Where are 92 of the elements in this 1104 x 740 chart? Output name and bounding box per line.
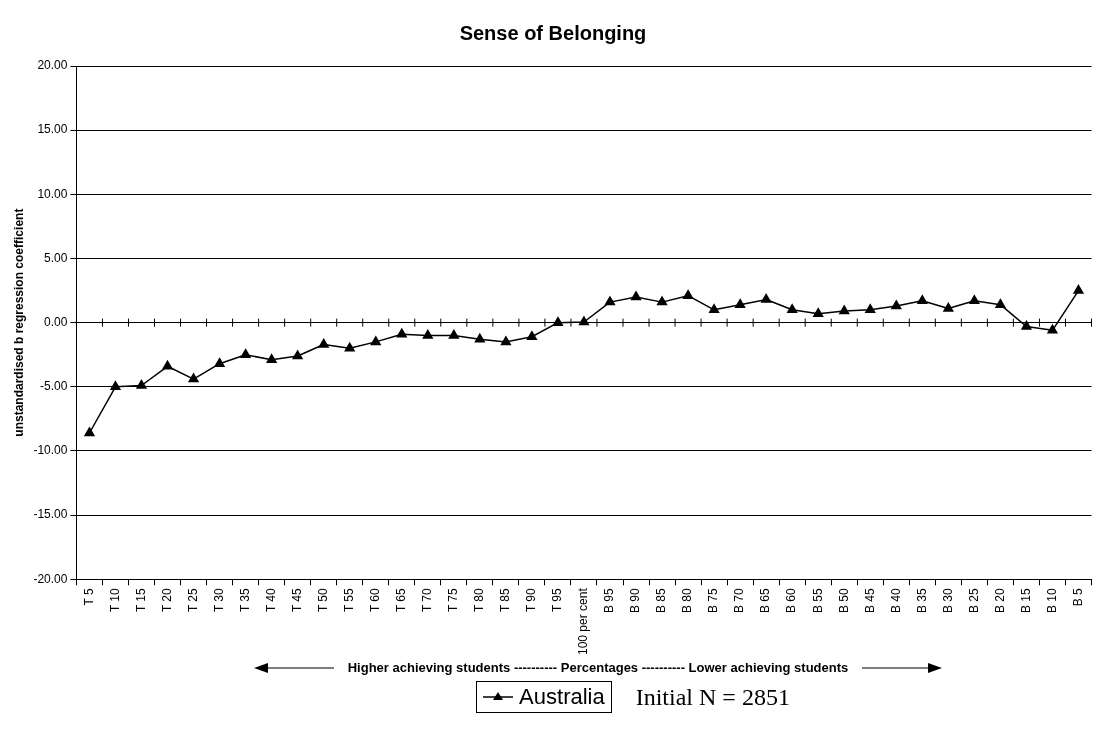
y-tick-label: 10.00: [37, 186, 68, 201]
point: [422, 329, 433, 339]
point: [84, 427, 95, 437]
x-axis-title: Higher achieving students ---------- Percentages ---------- Lower achieving students: [347, 660, 849, 675]
point: [448, 329, 459, 339]
x-tick-label: B 65: [758, 587, 773, 613]
x-tick-label: T 30: [211, 587, 226, 613]
y-tick-label: 5.00: [44, 250, 68, 265]
y-tick-label: 0.00: [44, 314, 68, 329]
point: [110, 381, 121, 391]
x-tick-label: T 10: [107, 587, 122, 613]
chart-title: Sense of Belonging: [459, 21, 647, 44]
point: [630, 291, 642, 301]
x-tick-label: T 40: [263, 587, 278, 613]
point: [1047, 324, 1058, 334]
point: [318, 338, 329, 348]
point: [1073, 284, 1084, 294]
x-tick-label: B 75: [706, 587, 721, 613]
point: [474, 333, 485, 343]
point: [656, 296, 668, 306]
x-tick-label: B 50: [836, 587, 851, 613]
x-tick-label: B 55: [810, 587, 825, 613]
x-tick-label: T 35: [237, 587, 252, 613]
x-tick-label: 100 per cent: [576, 587, 591, 655]
x-tick-label: B 5: [1070, 587, 1085, 607]
x-tick-label: B 35: [914, 587, 929, 613]
x-tick-label: T 80: [472, 587, 487, 613]
x-tick-label: T 45: [289, 587, 304, 613]
x-tick-label: B 25: [966, 587, 981, 613]
y-tick-label: -5.00: [40, 379, 68, 394]
x-tick-label: T 60: [368, 587, 383, 613]
point: [292, 350, 303, 360]
point: [136, 379, 147, 389]
point: [266, 354, 277, 364]
point: [917, 295, 928, 305]
point: [709, 304, 720, 314]
x-tick-label: T 65: [394, 587, 409, 613]
x-tick-label: B 70: [732, 587, 747, 613]
x-tick-label: T 25: [185, 587, 200, 613]
x-tick-label: B 60: [784, 587, 799, 613]
point: [735, 298, 746, 308]
point: [188, 373, 199, 383]
y-axis-title: unstandardised b regression coefficient: [11, 208, 26, 437]
point: [162, 360, 173, 370]
x-tick-label: T 70: [420, 587, 435, 613]
point: [552, 316, 564, 326]
x-tick-label: T 15: [133, 587, 148, 613]
y-tick-label: 15.00: [37, 122, 68, 137]
point: [761, 293, 772, 303]
x-tick-label: B 95: [602, 587, 617, 613]
point: [787, 304, 798, 314]
x-tick-label: B 80: [680, 587, 695, 613]
y-tick-label: 20.00: [37, 58, 68, 73]
x-tick-label: T 95: [550, 587, 565, 613]
point: [526, 331, 537, 341]
x-tick-label: B 85: [654, 587, 669, 613]
y-tick-label: -20.00: [33, 571, 68, 586]
x-tick-label: T 75: [446, 587, 461, 613]
legend-label: Australia: [519, 684, 605, 710]
x-tick-label: T 90: [524, 587, 539, 613]
y-tick-label: -15.00: [33, 507, 68, 522]
point: [604, 296, 616, 306]
point: [578, 316, 590, 326]
point: [214, 357, 225, 367]
x-tick-label: T 5: [81, 587, 96, 606]
x-tick-label: B 15: [1018, 587, 1033, 613]
x-tick-label: T 20: [159, 587, 174, 613]
point: [344, 342, 355, 352]
point: [839, 305, 850, 315]
x-tick-label: B 40: [888, 587, 903, 613]
point: [969, 295, 980, 305]
x-tick-label: T 85: [498, 587, 513, 613]
y-tick-label: -10.00: [33, 443, 68, 458]
point: [995, 298, 1006, 308]
x-tick-label: B 10: [1044, 587, 1059, 613]
x-tick-label: B 30: [940, 587, 955, 613]
point: [682, 289, 694, 299]
x-tick-label: T 55: [342, 587, 357, 613]
point: [865, 304, 876, 314]
point: [891, 300, 902, 310]
point: [500, 336, 511, 346]
point: [1021, 320, 1032, 330]
point: [370, 336, 381, 346]
point: [396, 328, 407, 338]
point: [813, 307, 824, 317]
x-tick-label: B 45: [862, 587, 877, 613]
point: [240, 348, 251, 358]
x-tick-label: B 20: [992, 587, 1007, 613]
text: Initial N = 2851: [635, 683, 790, 711]
x-tick-label: B 90: [628, 587, 643, 613]
point: [943, 302, 954, 312]
x-tick-label: T 50: [316, 587, 330, 613]
